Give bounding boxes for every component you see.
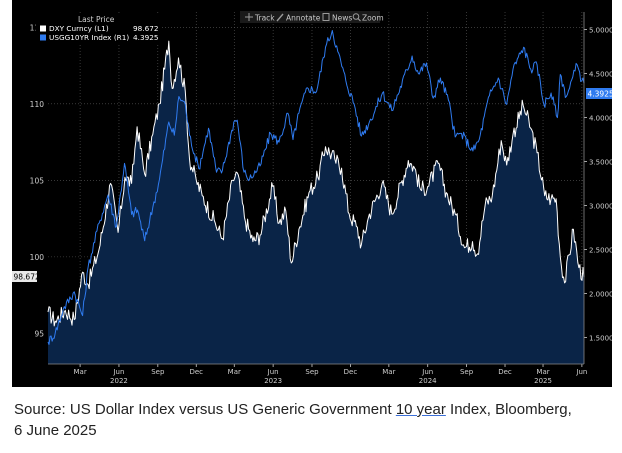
series-line-usgg10yr-index: [47, 30, 585, 345]
pencil-icon: [276, 13, 284, 22]
x-axis-year-label: 2023: [264, 377, 282, 385]
crosshair-icon: [245, 13, 253, 21]
x-axis-tick-label: Mar: [228, 368, 241, 376]
x-axis-tick-label: Mar: [73, 368, 86, 376]
magnifier-icon: [352, 13, 361, 22]
caption-date-line: 6 June 2025: [14, 422, 97, 439]
x-axis-tick-label: Jun: [575, 368, 587, 376]
news-icon: [322, 13, 330, 21]
line-layer: [47, 30, 585, 345]
toolbar-zoom-button[interactable]: Zoom: [352, 13, 384, 23]
legend-header: Last Price: [78, 15, 115, 24]
toolbar-background: [240, 11, 380, 23]
right-axis-tick-label: 4.0000: [589, 115, 612, 123]
left-axis-tick-label: 100: [30, 253, 45, 262]
right-axis-tick-label: 2.5000: [589, 247, 612, 255]
x-axis-year-label: 2025: [534, 377, 552, 385]
last-value-left-label: 98.672: [14, 273, 40, 282]
toolbar-zoom-label: Zoom: [362, 14, 384, 23]
legend-yield-value: 4.3925: [133, 33, 159, 42]
right-axis-tick-label: 3.5000: [589, 159, 612, 167]
x-axis-tick-label: Sep: [460, 368, 474, 376]
last-value-right-label: 4.3925: [588, 90, 613, 99]
x-axis-tick-label: Dec: [498, 368, 512, 376]
legend-swatch-dxy: [40, 25, 46, 32]
x-axis-tick-label: Sep: [151, 368, 165, 376]
x-axis-tick-label: Jun: [112, 368, 124, 376]
x-axis-tick-label: Jun: [421, 368, 433, 376]
left-axis-tick-label: 95: [34, 329, 44, 338]
x-axis-year-label: 2022: [110, 377, 128, 385]
price-chart: 95100105110115MarJun2022SepDecMarJun2023…: [12, 0, 612, 387]
left-axis-tick-label: 110: [30, 100, 45, 109]
chart-panel: 95100105110115MarJun2022SepDecMarJun2023…: [12, 0, 612, 387]
left-axis-tick-label: 105: [30, 176, 45, 185]
last-value-flag-left-box: [12, 271, 37, 282]
legend-background: [36, 14, 162, 44]
toolbar-annotate-button[interactable]: Annotate: [276, 13, 321, 23]
x-axis-tick-label: Mar: [536, 368, 549, 376]
last-value-flag-right-box: [586, 88, 612, 99]
toolbar-news-button[interactable]: News: [322, 13, 352, 23]
x-axis-tick-label: Mar: [382, 368, 395, 376]
caption-link-10-year[interactable]: 10 year: [395, 401, 446, 418]
legend-dxy-name: DXY Curncy (L1): [49, 24, 109, 33]
legend-yield-name: USGG10YR Index (R1): [49, 33, 129, 42]
toolbar-track-label: Track: [254, 14, 275, 23]
last-value-flag-right: 4.3925: [586, 88, 612, 99]
axes: 95100105110115MarJun2022SepDecMarJun2023…: [30, 12, 612, 385]
series-line-dxy-curncy: [47, 40, 585, 327]
x-axis-tick-label: Dec: [189, 368, 203, 376]
right-axis-tick-label: 3.0000: [589, 203, 612, 211]
toolbar-news-label: News: [332, 14, 352, 23]
right-axis-tick-label: 4.5000: [589, 71, 612, 79]
source-caption: Source: US Dollar Index versus US Generi…: [14, 399, 618, 441]
x-axis-tick-label: Jun: [267, 368, 279, 376]
legend-swatch-yield: [40, 34, 46, 41]
caption-suffix: Index, Bloomberg,: [445, 401, 572, 418]
toolbar-track-button[interactable]: Track: [245, 13, 275, 23]
x-axis-tick-label: Sep: [305, 368, 319, 376]
series-area-dxy-curncy: [48, 41, 584, 364]
area-layer: [48, 41, 584, 364]
toolbar-annotate-label: Annotate: [286, 14, 321, 23]
right-axis-tick-label: 1.5000: [589, 335, 612, 343]
last-value-flag-left: 98.672: [12, 271, 40, 282]
legend-dxy-value: 98.672: [133, 24, 159, 33]
chart-toolbar: Track Annotate News Zoom: [240, 11, 384, 23]
x-axis-tick-label: Dec: [344, 368, 358, 376]
x-axis-year-label: 2024: [419, 377, 437, 385]
chart-legend: Last Price DXY Curncy (L1) 98.672 USGG10…: [36, 14, 162, 44]
right-axis-tick-label: 5.0000: [589, 27, 612, 35]
caption-prefix: Source: US Dollar Index versus US Generi…: [14, 401, 396, 418]
right-axis-tick-label: 2.0000: [589, 291, 612, 299]
